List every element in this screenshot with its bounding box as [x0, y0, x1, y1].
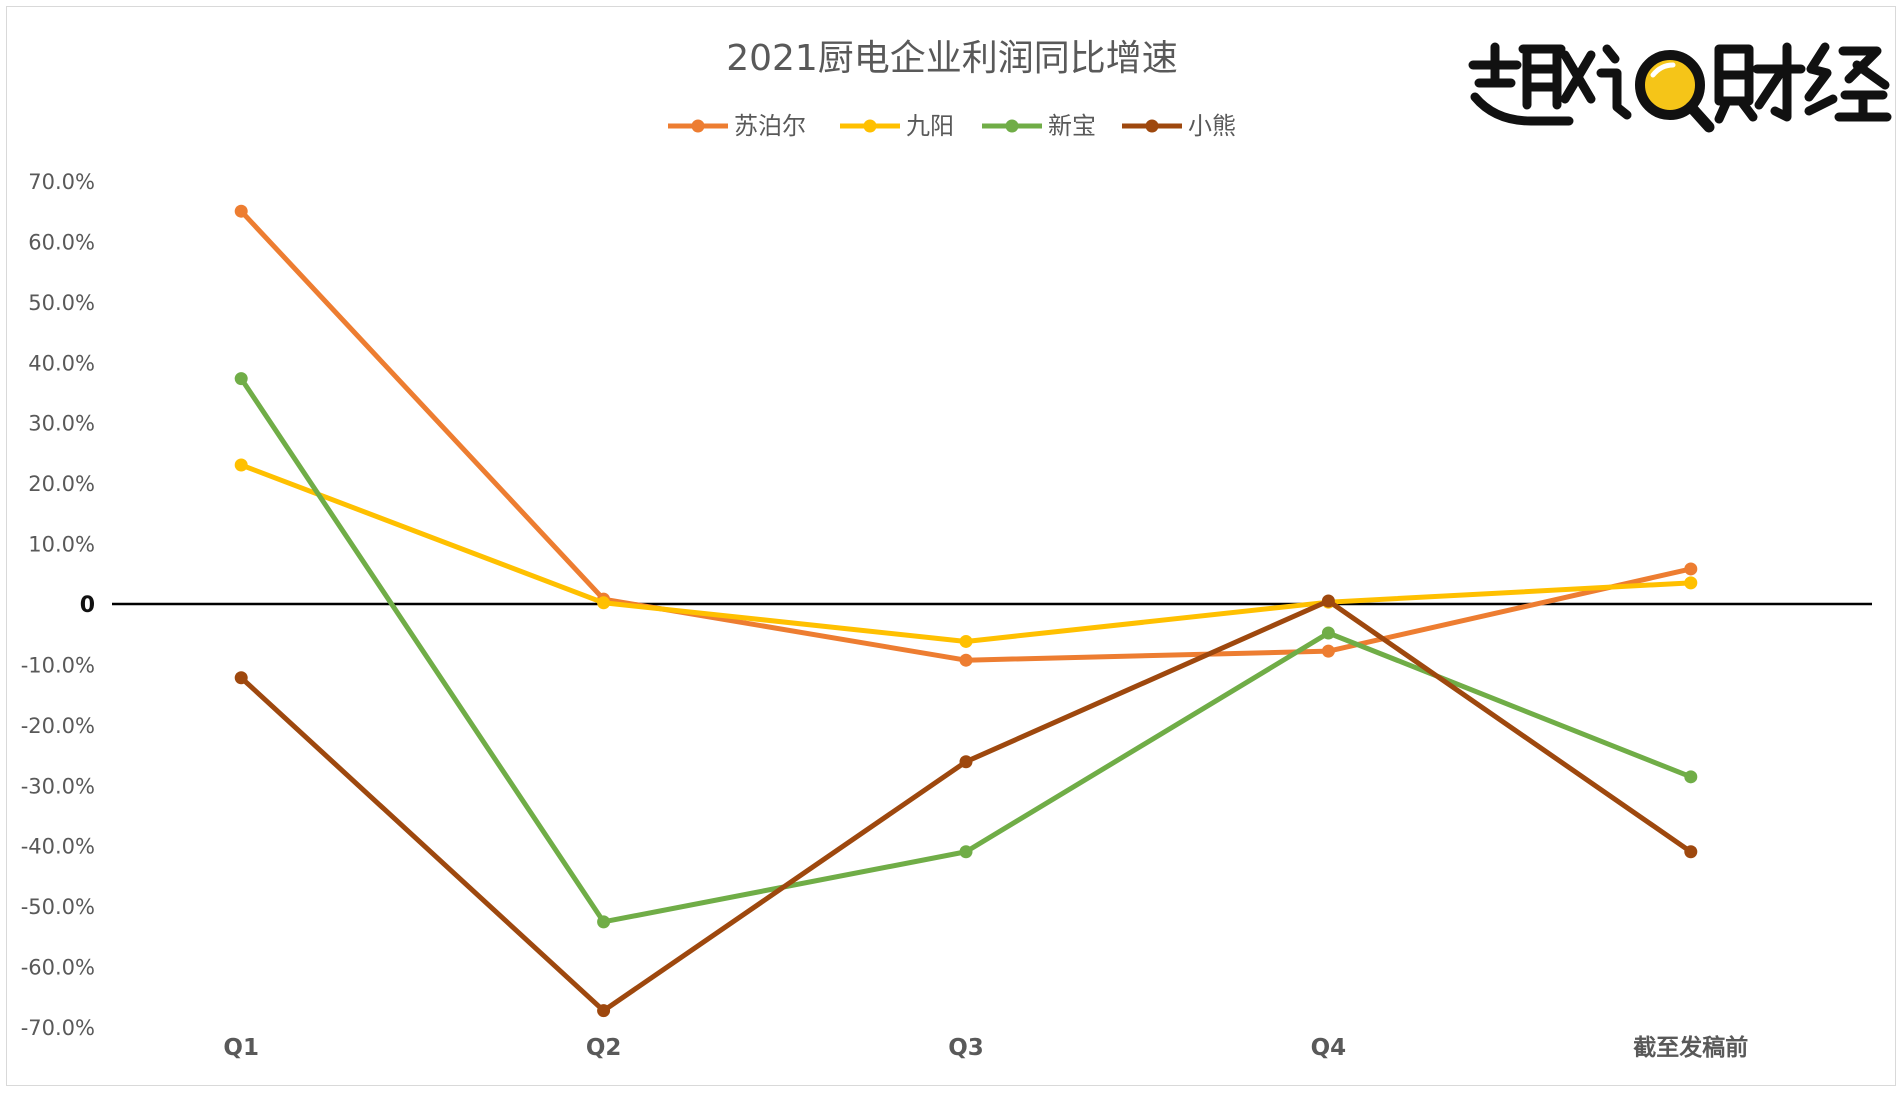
y-tick-label: -30.0%: [21, 774, 95, 798]
magnifier-icon: [1635, 50, 1715, 133]
y-tick-label: -40.0%: [21, 835, 95, 859]
y-tick-label: -10.0%: [21, 653, 95, 677]
series-苏泊尔: [234, 204, 1698, 667]
data-point: [597, 596, 611, 610]
legend-item: 九阳: [840, 112, 954, 140]
legend-marker: [1145, 119, 1159, 133]
y-tick-label: 30.0%: [28, 412, 95, 436]
legend-label: 苏泊尔: [734, 112, 806, 140]
y-tick-label: 60.0%: [28, 230, 95, 254]
series-line: [238, 462, 1694, 644]
logo-mark-shi: [1596, 44, 1632, 120]
legend: 苏泊尔 九阳 新宝 小熊: [668, 112, 1236, 140]
x-tick-label: Q2: [586, 1035, 622, 1061]
series-line: [238, 376, 1694, 925]
legend-item: 小熊: [1122, 112, 1236, 140]
logo-subtext: [1715, 118, 1895, 120]
legend-marker: [1005, 119, 1019, 133]
y-tick-label: 70.0%: [28, 170, 95, 194]
y-tick-label: -60.0%: [21, 956, 95, 980]
legend-item: 苏泊尔: [668, 112, 806, 140]
x-tick-label: Q1: [223, 1035, 259, 1061]
y-tick-label: 10.0%: [28, 533, 95, 557]
y-tick-label: -70.0%: [21, 1016, 95, 1040]
legend-label: 九阳: [906, 112, 954, 140]
data-point: [1684, 562, 1698, 576]
x-tick-label: Q4: [1311, 1035, 1347, 1061]
legend-item: 新宝: [982, 112, 1096, 140]
legend-label: 小熊: [1188, 112, 1236, 140]
data-point: [1684, 576, 1698, 590]
data-point: [959, 634, 973, 648]
y-tick-label: -50.0%: [21, 895, 95, 919]
series-新宝: [234, 372, 1698, 929]
y-tick-label: 50.0%: [28, 291, 95, 315]
y-axis: 70.0% 60.0% 50.0% 40.0% 30.0% 20.0% 10.0% 0 -10.…: [21, 170, 1872, 1040]
data-point: [1684, 845, 1698, 859]
series-layer: [234, 204, 1698, 1018]
legend-marker: [863, 119, 877, 133]
y-tick-label: 0: [80, 593, 95, 618]
data-point: [597, 1004, 611, 1018]
data-point: [1321, 626, 1335, 640]
x-tick-label: 截至发稿前: [1633, 1034, 1748, 1061]
series-小熊: [234, 594, 1698, 1018]
y-tick-label: 40.0%: [28, 351, 95, 375]
y-tick-label: 20.0%: [28, 472, 95, 496]
data-point: [234, 372, 248, 386]
data-point: [1321, 644, 1335, 658]
data-point: [234, 671, 248, 685]
logo-mark-cai: [1714, 42, 1806, 124]
x-axis: Q1 Q2 Q3 Q4 截至发稿前: [223, 1034, 1748, 1061]
brand-logo: [1468, 42, 1895, 133]
data-point: [597, 915, 611, 929]
chart-title: 2021厨电企业利润同比增速: [726, 38, 1178, 79]
legend-marker: [691, 119, 705, 133]
chart-frame: [6, 6, 1896, 1086]
legend-label: 新宝: [1048, 112, 1096, 140]
data-point: [959, 845, 973, 859]
data-point: [1321, 594, 1335, 608]
y-tick-label: -20.0%: [21, 714, 95, 738]
logo-mark-qu: [1468, 42, 1596, 126]
series-九阳: [234, 458, 1698, 648]
data-point: [959, 653, 973, 667]
data-point: [234, 458, 248, 472]
data-point: [959, 755, 973, 769]
x-tick-label: Q3: [948, 1035, 984, 1061]
data-point: [234, 204, 248, 218]
data-point: [1684, 770, 1698, 784]
logo-mark-jing: [1804, 42, 1892, 122]
